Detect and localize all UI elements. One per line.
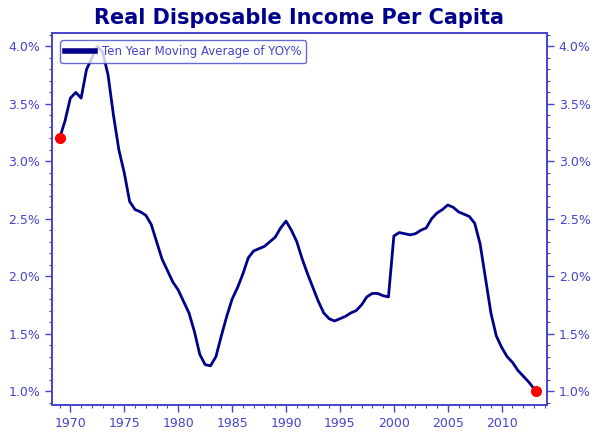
Title: Real Disposable Income Per Capita: Real Disposable Income Per Capita xyxy=(95,8,504,28)
Legend: Ten Year Moving Average of YOY%: Ten Year Moving Average of YOY% xyxy=(60,40,306,63)
